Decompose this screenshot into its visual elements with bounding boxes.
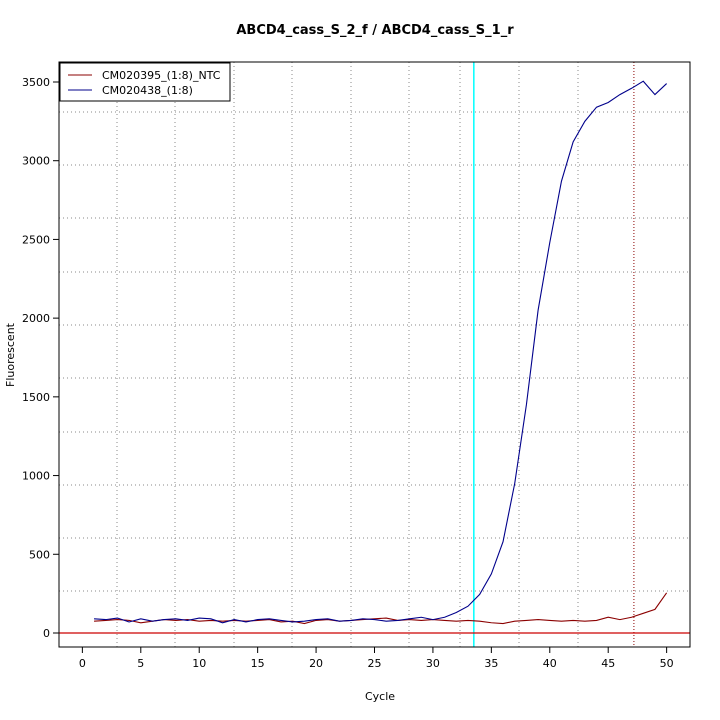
x-tick-label: 30 bbox=[426, 657, 440, 670]
y-tick-label: 3000 bbox=[22, 155, 50, 168]
x-tick-label: 20 bbox=[309, 657, 323, 670]
x-tick-label: 0 bbox=[79, 657, 86, 670]
plot-frame bbox=[58, 61, 691, 648]
x-tick-label: 35 bbox=[484, 657, 498, 670]
y-axis-label: Fluorescent bbox=[4, 322, 17, 387]
y-tick-label: 2500 bbox=[22, 233, 50, 246]
x-tick-label: 15 bbox=[251, 657, 265, 670]
y-tick-label: 1500 bbox=[22, 391, 50, 404]
y-tick-label: 500 bbox=[29, 548, 50, 561]
y-tick-label: 2000 bbox=[22, 312, 50, 325]
x-tick-label: 45 bbox=[601, 657, 615, 670]
x-axis-label: Cycle bbox=[365, 690, 395, 703]
x-tick-label: 10 bbox=[192, 657, 206, 670]
x-tick-label: 25 bbox=[368, 657, 382, 670]
series-line bbox=[94, 80, 668, 624]
legend-box bbox=[59, 62, 231, 102]
chart-title: ABCD4_cass_S_2_f / ABCD4_cass_S_1_r bbox=[236, 23, 514, 38]
grid bbox=[59, 62, 690, 647]
legend-label: CM020438_(1:8) bbox=[102, 84, 193, 97]
x-tick-label: 5 bbox=[137, 657, 144, 670]
y-tick-label: 3500 bbox=[22, 76, 50, 89]
legend-label: CM020395_(1:8)_NTC bbox=[102, 69, 221, 82]
x-tick-label: 50 bbox=[660, 657, 674, 670]
y-tick-label: 1000 bbox=[22, 470, 50, 483]
x-tick-label: 40 bbox=[543, 657, 557, 670]
y-tick-label: 0 bbox=[43, 627, 50, 640]
